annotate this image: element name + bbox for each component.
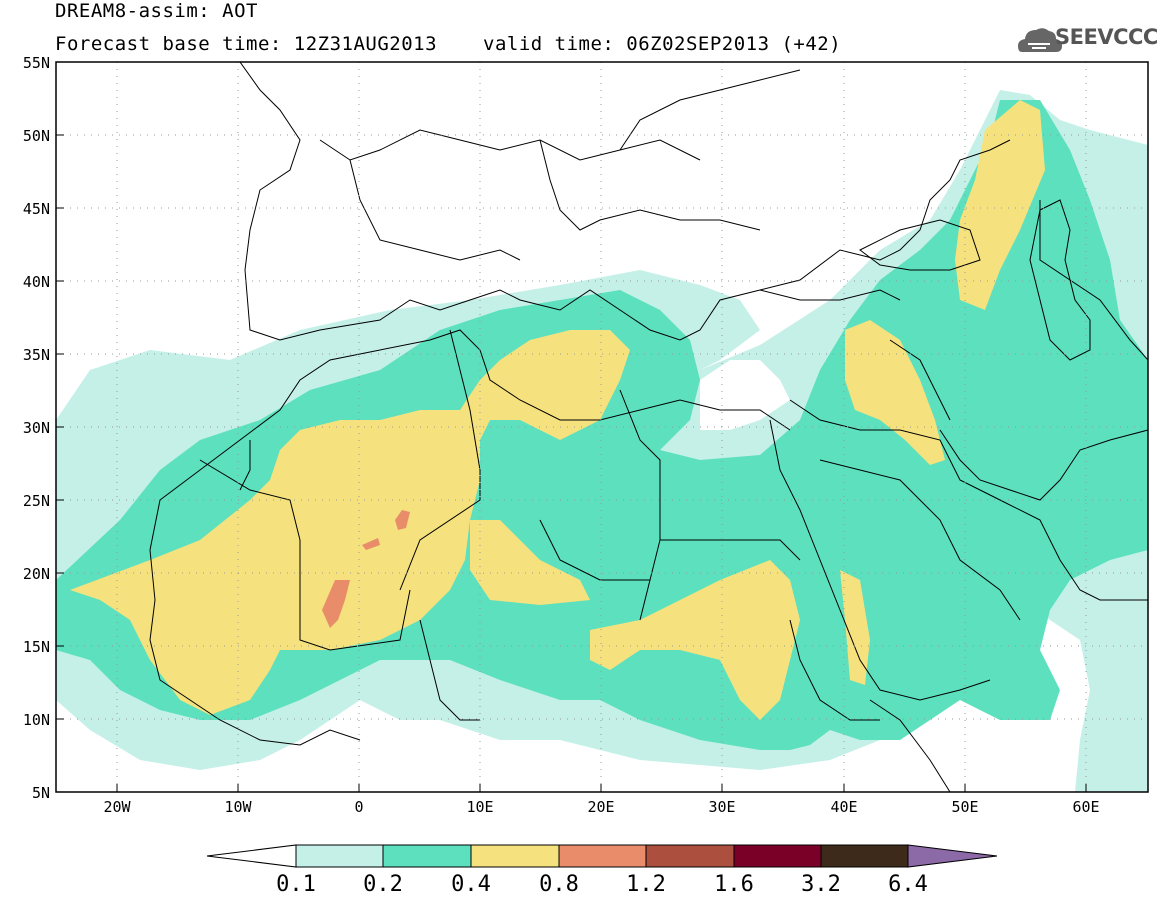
colorbar-box (733, 844, 822, 868)
aot-contours (56, 90, 1148, 792)
border-chad (539, 519, 650, 581)
y-tick-label: 10N (23, 711, 50, 729)
border-anatolia (759, 289, 901, 301)
valid-time: valid time: 06Z02SEP2013 (+42) (483, 33, 842, 55)
y-axis-labels: 55N 50N 45N 40N 35N 30N 25N 20N 15N 10N … (23, 54, 50, 802)
colorbar-box (382, 844, 472, 868)
x-tick-label: 20E (587, 798, 614, 816)
colorbar-label: 0.4 (451, 872, 491, 897)
y-tick-label: 30N (23, 419, 50, 437)
colorbar-box (295, 844, 384, 868)
colorbar-label: 1.6 (714, 872, 754, 897)
y-tick-label: 25N (23, 492, 50, 510)
border-mali (239, 440, 251, 491)
border-ethiopia (789, 619, 880, 721)
x-tick-label: 60E (1072, 798, 1099, 816)
aot-level-0.4 (470, 520, 590, 605)
coastline-persian-gulf (939, 429, 1148, 501)
aot-level-0.8 (395, 510, 410, 530)
x-tick-label: 40E (830, 798, 857, 816)
x-tick-label: 10E (466, 798, 493, 816)
colorbar: 0.1 0.2 0.4 0.8 1.2 1.6 3.2 6.4 (206, 844, 998, 897)
colorbar-label: 0.8 (539, 872, 579, 897)
border-sahel (199, 459, 411, 651)
x-tick-label: 20W (103, 798, 131, 816)
aot-level-0.4 (955, 100, 1045, 310)
x-axis-labels: 20W 10W 0 10E 20E 30E 40E 50E 60E (103, 798, 1099, 816)
aot-level-0.8 (362, 538, 380, 550)
coastline-caspian (1029, 199, 1091, 361)
y-tick-label: 50N (23, 127, 50, 145)
map-title: DREAM8-assim: AOT (55, 0, 258, 22)
colorbar-low-arrow (206, 844, 297, 868)
x-tick-label: 0 (354, 798, 363, 816)
y-tick-label: 55N (23, 54, 50, 72)
aot-level-0.4 (590, 560, 800, 720)
colorbar-box (558, 844, 647, 868)
colorbar-label: 0.2 (363, 872, 403, 897)
border-nigeria (419, 619, 480, 721)
colorbar-high-arrow (907, 844, 998, 868)
axis-ticks (56, 134, 1087, 792)
border-europe-misc2 (349, 159, 521, 261)
border-europe-misc (319, 129, 701, 161)
coastline-europe (239, 62, 1011, 341)
x-tick-label: 50E (951, 798, 978, 816)
border-algeria-libya (399, 329, 481, 591)
coastline-black-sea (859, 219, 981, 271)
colorbar-label: 3.2 (801, 872, 841, 897)
border-europe-misc3 (539, 139, 761, 231)
coastline-east-africa (869, 699, 951, 792)
coastline-red-sea (769, 419, 991, 701)
aot-level-0.4 (70, 330, 630, 715)
colorbar-box (820, 844, 909, 868)
border-europe-misc4 (619, 69, 801, 151)
border-saudi (819, 459, 1021, 621)
x-tick-label: 10W (224, 798, 252, 816)
y-tick-label: 15N (23, 638, 50, 656)
coastline-north-africa (149, 329, 791, 551)
cloud-icon (1018, 28, 1062, 52)
border-iran-iraq (889, 339, 951, 421)
aot-level-0.8 (322, 580, 350, 628)
coastlines-and-borders (149, 62, 1148, 792)
colorbar-box (645, 844, 735, 868)
aot-level-0.4 (845, 320, 945, 465)
border-sudan (660, 539, 801, 561)
colorbar-label: 0.1 (276, 872, 316, 897)
border-egypt-libya (619, 389, 661, 621)
y-tick-label: 40N (23, 273, 50, 291)
y-tick-label: 35N (23, 346, 50, 364)
colorbar-label: 6.4 (888, 872, 928, 897)
y-tick-label: 20N (23, 565, 50, 583)
colorbar-box (470, 844, 560, 868)
border-iran (1039, 200, 1148, 361)
forecast-base-time: Forecast base time: 12Z31AUG2013 (55, 33, 438, 55)
colorbar-label: 1.2 (626, 872, 666, 897)
graticule (56, 62, 1148, 792)
aot-level-0.4 (840, 570, 870, 685)
logo-text: SEEVCCC (1055, 25, 1158, 49)
x-tick-label: 30E (708, 798, 735, 816)
y-tick-label: 5N (32, 784, 50, 802)
y-tick-label: 45N (23, 200, 50, 218)
coastline-arabia (789, 399, 1148, 601)
coastline-west-africa (149, 549, 361, 746)
